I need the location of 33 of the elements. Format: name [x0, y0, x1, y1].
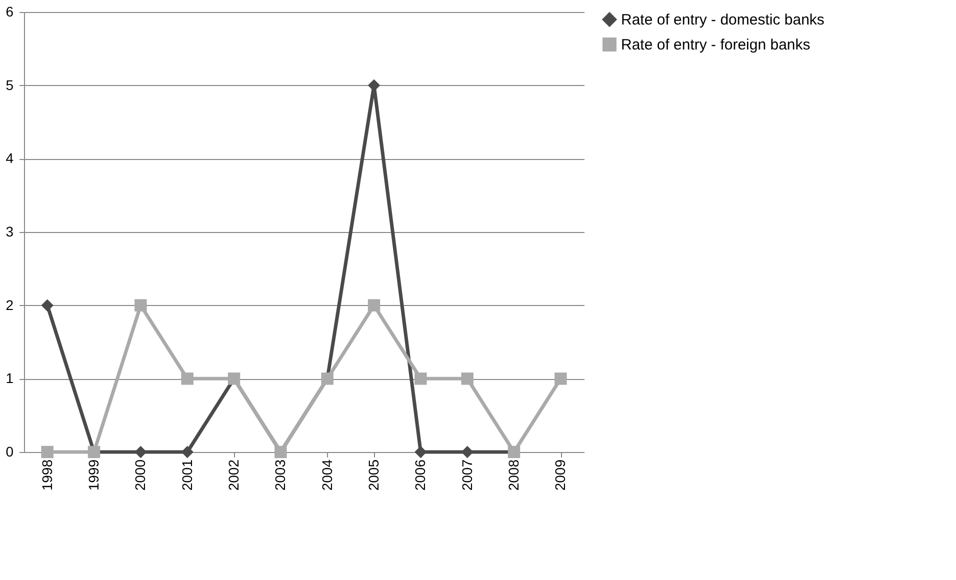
- point: [181, 372, 194, 385]
- x-tick-label: 2007: [458, 459, 475, 491]
- y-tick-label: 2: [6, 296, 14, 313]
- point: [41, 299, 54, 312]
- y-tick-label: 1: [6, 370, 14, 386]
- y-tick-label: 5: [6, 76, 14, 93]
- x-tick-label: 2001: [178, 459, 195, 491]
- x-tick-label: 2003: [272, 459, 288, 491]
- legend-label: Rate of entry - domestic banks: [621, 12, 824, 28]
- x-tick-label: 1999: [86, 459, 102, 491]
- point: [554, 372, 567, 385]
- y-tick-label: 4: [6, 150, 14, 166]
- x-tick-label: 2002: [226, 459, 242, 491]
- y-tick-label: 3: [6, 224, 14, 240]
- x-tick-label: 1998: [38, 459, 55, 491]
- point: [41, 446, 54, 458]
- point: [134, 446, 147, 458]
- x-tick-label: 2008: [506, 459, 522, 491]
- legend-label: Rate of entry - foreign banks: [621, 36, 810, 54]
- x-tick-label: 2006: [412, 459, 428, 491]
- x-tick-label: 2004: [318, 459, 335, 491]
- point: [368, 299, 380, 312]
- y-tick-label: 6: [6, 4, 14, 20]
- point: [461, 372, 474, 385]
- point: [181, 446, 194, 458]
- point: [414, 446, 427, 458]
- x-tick-label: 2009: [552, 459, 568, 491]
- y-tick-label: 0: [6, 444, 14, 460]
- point: [134, 299, 147, 312]
- point: [414, 372, 427, 385]
- point: [461, 446, 474, 458]
- x-tick-label: 2005: [366, 459, 382, 491]
- x-tick-label: 2000: [132, 459, 148, 491]
